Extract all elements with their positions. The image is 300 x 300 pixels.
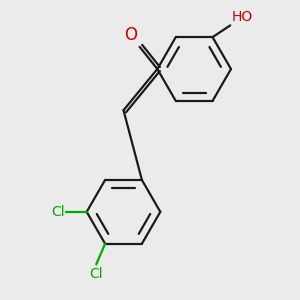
Text: Cl: Cl [89,267,103,281]
Text: O: O [124,26,137,44]
Text: Cl: Cl [51,205,64,219]
Text: HO: HO [232,10,253,24]
